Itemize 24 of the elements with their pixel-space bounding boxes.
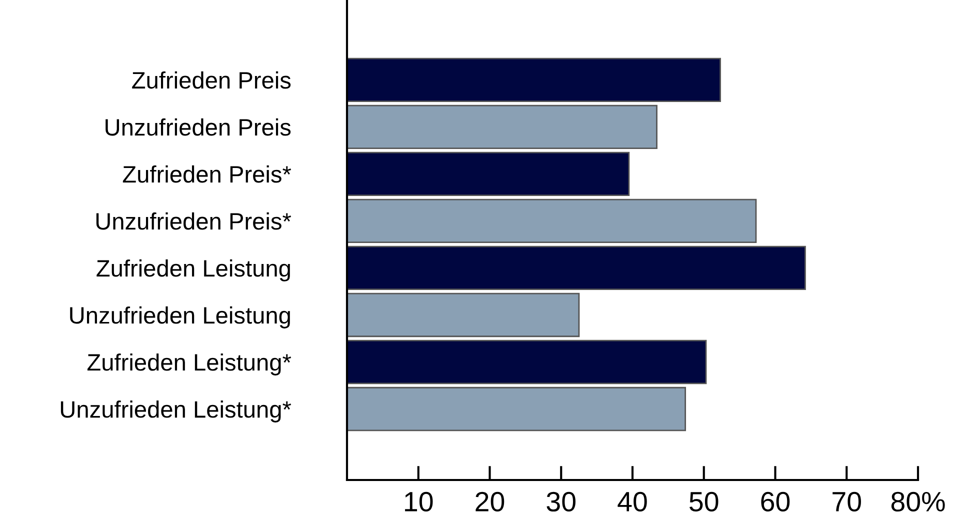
x-tick-label: 20	[476, 492, 504, 512]
y-tick-label: Unzufrieden Leistung*	[60, 400, 292, 422]
x-tick-label: 80%	[891, 492, 945, 512]
x-tick-label: 50	[690, 492, 718, 512]
x-tick-label: 70	[832, 492, 861, 512]
y-tick-label: Unzufrieden Leistung	[70, 306, 290, 328]
bar	[347, 386, 686, 432]
bar	[347, 152, 630, 196]
bar	[347, 104, 658, 150]
bar	[347, 246, 806, 290]
y-tick-label: Unzufrieden Preis	[106, 118, 291, 136]
y-tick-label: Zufrieden Leistung*	[87, 353, 292, 376]
x-tick-label: 30	[546, 492, 576, 512]
x-tick-label: 60	[761, 492, 790, 512]
bar	[347, 292, 580, 338]
y-tick-label: Zufrieden Preis	[132, 71, 291, 89]
x-tick-label: 10	[405, 492, 433, 512]
bar	[347, 198, 757, 244]
y-tick-label: Zufrieden Preis*	[122, 165, 292, 183]
y-tick-label: Unzufrieden Preis*	[96, 212, 292, 230]
y-tick-label: Zufrieden Leistung	[96, 259, 290, 282]
bar	[347, 58, 721, 102]
x-tick-label: 40	[618, 492, 647, 512]
bar	[347, 340, 707, 384]
